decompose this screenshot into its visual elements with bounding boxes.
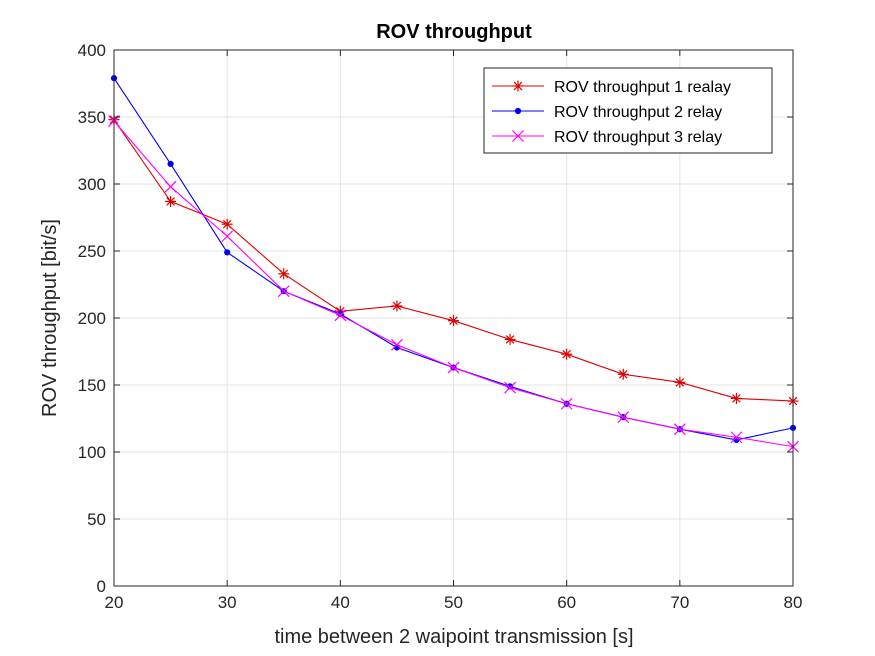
data-point	[730, 392, 742, 404]
data-point	[674, 376, 686, 388]
x-tick-label: 60	[557, 593, 576, 612]
legend-marker	[512, 130, 524, 142]
legend-item: ROV throughput 3 relay	[492, 129, 722, 146]
x-tick-label: 80	[784, 593, 803, 612]
data-point	[165, 195, 177, 207]
data-point	[733, 436, 740, 444]
y-tick-label: 300	[78, 175, 106, 194]
legend-marker	[512, 80, 524, 92]
data-point	[221, 230, 234, 243]
y-axis-label: ROV throughput [bit/s]	[39, 219, 61, 417]
data-point	[167, 160, 174, 167]
y-tick-label: 0	[97, 577, 106, 596]
data-point	[390, 338, 403, 351]
y-tick-label: 350	[78, 108, 106, 127]
data-point	[504, 381, 517, 394]
legend-label: ROV throughput 2 relay	[554, 104, 722, 121]
data-point	[164, 180, 177, 193]
y-tick-label: 250	[78, 242, 106, 261]
data-point	[221, 218, 233, 230]
data-point	[560, 397, 573, 410]
legend-label: ROV throughput 3 relay	[554, 129, 722, 146]
data-point	[673, 423, 686, 436]
data-point	[447, 361, 460, 374]
x-tick-label: 50	[444, 593, 463, 612]
legend-label: ROV throughput 1 realay	[554, 79, 731, 96]
data-point	[277, 285, 290, 298]
x-tick-label: 70	[670, 593, 689, 612]
x-axis-label: time between 2 waipoint transmission [s]	[274, 626, 633, 648]
data-point	[224, 249, 231, 256]
data-point	[504, 333, 516, 345]
chart-title: ROV throughput	[376, 21, 532, 43]
x-tick-label: 30	[218, 593, 237, 612]
x-tick-label: 40	[331, 593, 350, 612]
y-tick-label: 200	[78, 309, 106, 328]
y-tick-label: 100	[78, 443, 106, 462]
legend-item: ROV throughput 1 realay	[492, 79, 731, 96]
data-point	[561, 348, 573, 360]
y-tick-label: 50	[87, 510, 106, 529]
x-tick-label: 20	[105, 593, 124, 612]
data-point	[617, 411, 630, 424]
data-point	[448, 315, 459, 327]
data-point	[617, 368, 629, 380]
legend-item: ROV throughput 2 relay	[492, 104, 722, 121]
data-point	[391, 300, 403, 312]
data-point	[278, 268, 290, 280]
y-tick-label: 400	[78, 41, 106, 60]
legend: ROV throughput 1 realay ROV throughput 2 …	[483, 67, 773, 154]
series-3	[108, 115, 799, 453]
y-tick-label: 150	[78, 376, 106, 395]
legend-marker	[514, 107, 522, 115]
data-point	[730, 431, 743, 444]
data-point	[334, 309, 347, 322]
axes: 20 30 40 50 60 70 80 0 50 100 150 200 250 300 350 400	[78, 41, 803, 612]
